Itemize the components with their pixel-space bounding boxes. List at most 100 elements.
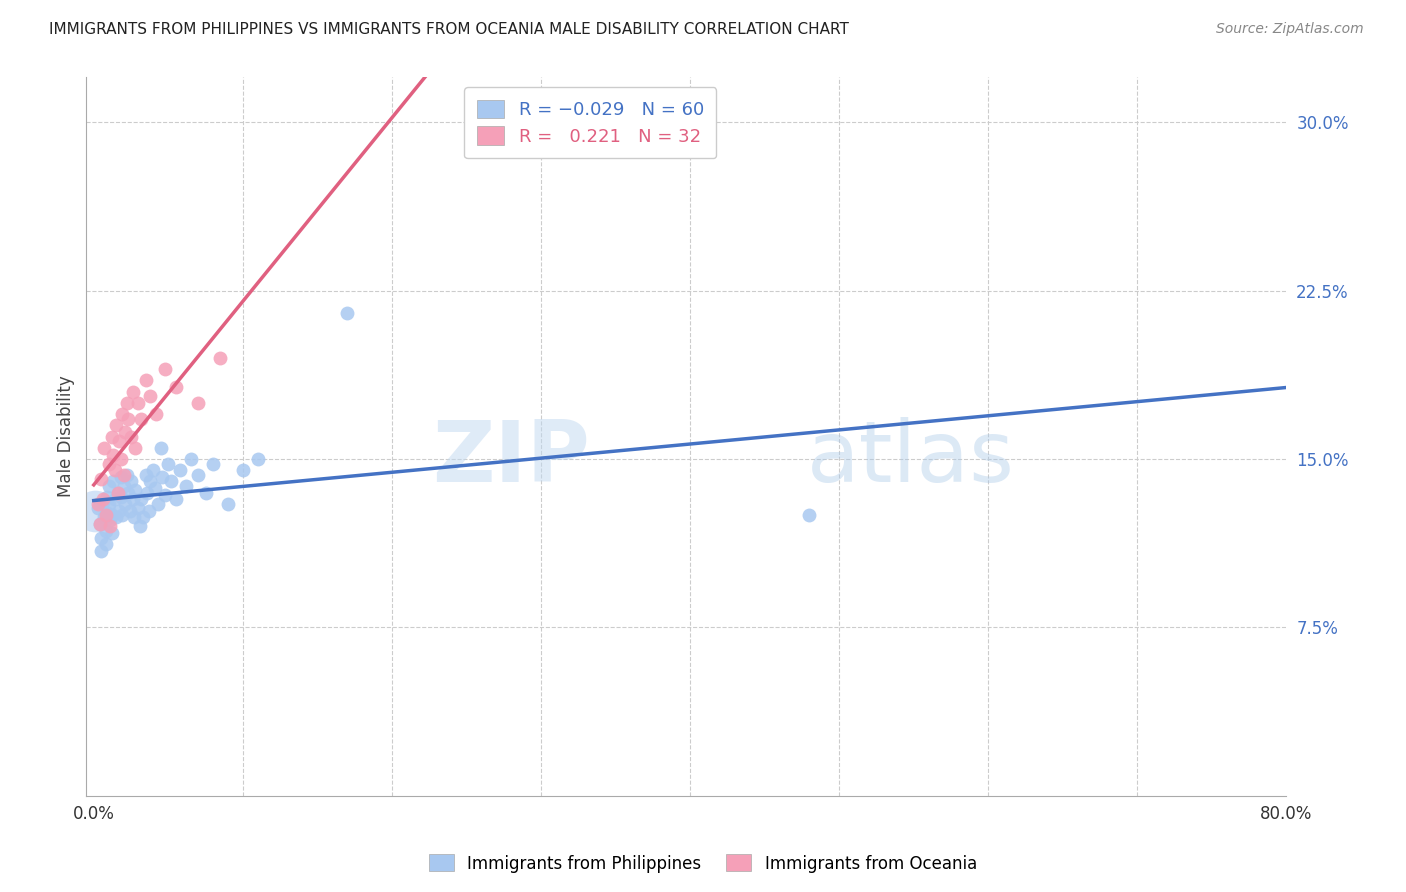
Point bbox=[91, 492, 114, 507]
Point bbox=[122, 510, 145, 524]
Point bbox=[202, 457, 225, 471]
Text: atlas: atlas bbox=[807, 417, 1014, 500]
Point bbox=[117, 485, 139, 500]
Point bbox=[149, 441, 172, 455]
Point bbox=[96, 506, 118, 520]
Point bbox=[100, 429, 122, 443]
Point bbox=[132, 510, 155, 524]
Text: ZIP: ZIP bbox=[433, 417, 591, 500]
Point bbox=[180, 452, 202, 467]
Point bbox=[187, 467, 209, 482]
Point bbox=[135, 467, 157, 482]
Point bbox=[94, 508, 117, 523]
Point bbox=[100, 526, 122, 541]
Point bbox=[150, 470, 173, 484]
Point bbox=[89, 517, 111, 532]
Point bbox=[799, 508, 821, 523]
Point bbox=[97, 457, 120, 471]
Point bbox=[104, 463, 127, 477]
Y-axis label: Male Disability: Male Disability bbox=[58, 376, 75, 498]
Point bbox=[142, 463, 165, 477]
Point bbox=[146, 497, 169, 511]
Point bbox=[124, 483, 146, 498]
Point bbox=[165, 492, 187, 507]
Point bbox=[101, 475, 124, 489]
Point bbox=[112, 467, 135, 482]
Point bbox=[97, 479, 120, 493]
Point bbox=[121, 384, 143, 399]
Point bbox=[98, 513, 121, 527]
Point bbox=[127, 501, 149, 516]
Point bbox=[89, 517, 111, 532]
Point bbox=[124, 441, 146, 455]
Point bbox=[136, 485, 159, 500]
Point bbox=[112, 479, 135, 493]
Point bbox=[98, 519, 121, 533]
Point bbox=[111, 407, 134, 421]
Point bbox=[111, 508, 134, 523]
Point bbox=[110, 470, 132, 484]
Point bbox=[96, 490, 118, 504]
Point bbox=[120, 475, 142, 489]
Point bbox=[110, 490, 132, 504]
Point bbox=[160, 475, 183, 489]
Point bbox=[209, 351, 232, 365]
Point bbox=[131, 411, 153, 425]
Point bbox=[105, 418, 128, 433]
Point bbox=[101, 448, 124, 462]
Point bbox=[155, 362, 177, 376]
Point bbox=[93, 441, 115, 455]
Point bbox=[336, 306, 359, 320]
Point bbox=[108, 504, 131, 518]
Point bbox=[139, 475, 162, 489]
Point bbox=[115, 396, 138, 410]
Point bbox=[110, 452, 132, 467]
Point bbox=[165, 380, 187, 394]
Point bbox=[87, 497, 110, 511]
Legend: Immigrants from Philippines, Immigrants from Oceania: Immigrants from Philippines, Immigrants … bbox=[422, 847, 984, 880]
Legend: R = −0.029   N = 60, R =   0.221   N = 32: R = −0.029 N = 60, R = 0.221 N = 32 bbox=[464, 87, 717, 159]
Point bbox=[105, 510, 128, 524]
Point bbox=[246, 452, 269, 467]
Text: IMMIGRANTS FROM PHILIPPINES VS IMMIGRANTS FROM OCEANIA MALE DISABILITY CORRELATI: IMMIGRANTS FROM PHILIPPINES VS IMMIGRANT… bbox=[49, 22, 849, 37]
Point bbox=[118, 504, 141, 518]
Point bbox=[115, 467, 138, 482]
Point bbox=[94, 537, 117, 551]
Point bbox=[131, 492, 153, 507]
Point bbox=[90, 544, 112, 558]
Point bbox=[117, 411, 139, 425]
Point bbox=[91, 494, 114, 508]
Point bbox=[157, 457, 180, 471]
Point bbox=[169, 463, 191, 477]
Point bbox=[232, 463, 254, 477]
Point bbox=[100, 508, 122, 523]
Point bbox=[84, 504, 107, 518]
Point bbox=[90, 531, 112, 545]
Point bbox=[93, 510, 115, 524]
Point bbox=[87, 501, 110, 516]
Point bbox=[145, 407, 167, 421]
Point bbox=[114, 497, 136, 511]
Point bbox=[104, 492, 127, 507]
Point bbox=[90, 472, 112, 486]
Point bbox=[217, 497, 239, 511]
Point bbox=[97, 497, 120, 511]
Point bbox=[155, 488, 177, 502]
Point bbox=[120, 429, 142, 443]
Point bbox=[143, 481, 166, 495]
Point bbox=[138, 504, 160, 518]
Point bbox=[194, 485, 217, 500]
Text: Source: ZipAtlas.com: Source: ZipAtlas.com bbox=[1216, 22, 1364, 37]
Point bbox=[127, 396, 149, 410]
Point bbox=[94, 524, 117, 538]
Point bbox=[174, 479, 197, 493]
Point bbox=[121, 492, 143, 507]
Point bbox=[108, 434, 131, 448]
Point bbox=[107, 485, 129, 500]
Point bbox=[114, 425, 136, 439]
Point bbox=[107, 485, 129, 500]
Point bbox=[139, 389, 162, 403]
Point bbox=[187, 396, 209, 410]
Point bbox=[129, 519, 152, 533]
Point bbox=[135, 374, 157, 388]
